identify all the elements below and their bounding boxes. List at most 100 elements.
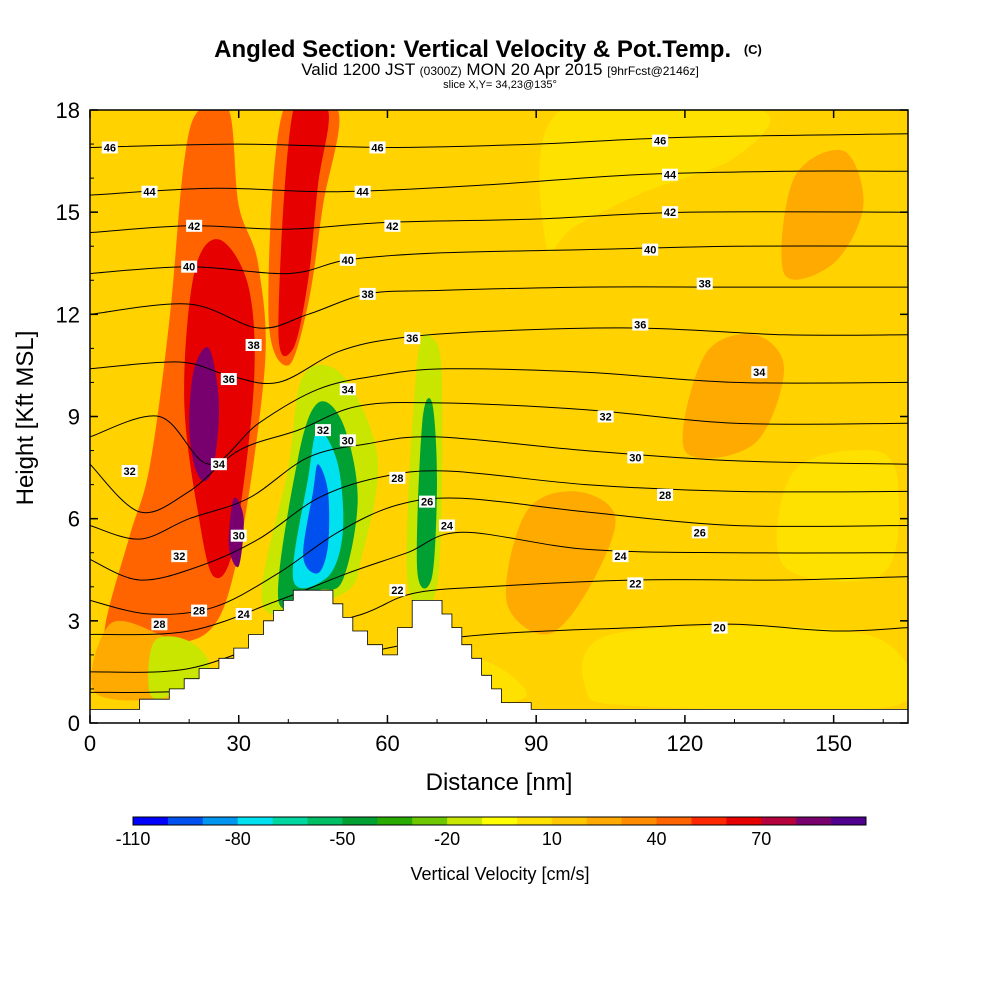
contour-label: 42 (384, 219, 401, 233)
theta-contour-line (90, 245, 908, 275)
contour-label-box (141, 185, 158, 198)
contour-label-box (101, 141, 118, 154)
contour-label: 20 (711, 621, 728, 635)
colorbar-swatch (272, 817, 309, 825)
subtitle-fcst: [9hrFcst@2146z] (607, 64, 699, 78)
contour-label-box (210, 458, 227, 471)
slice-label: slice X,Y= 34,23@135° (443, 79, 557, 91)
subtitle-date: MON 20 Apr 2015 (466, 60, 602, 79)
colorbar-swatch (307, 817, 343, 825)
theta-contour-line (90, 286, 908, 329)
theta-contour-line (90, 327, 908, 385)
colorbar-swatch (831, 817, 867, 825)
chart-subtitle: Valid 1200 JST (0300Z) MON 20 Apr 2015 [… (301, 60, 699, 79)
plot-area: 46 46 46 44 44 44 42 42 42 40 40 40 38 38 38 36 36 36 34 34… (90, 110, 908, 723)
contour-label-text: 46 (371, 142, 383, 154)
theta-contour-line (90, 470, 908, 581)
chart-title: Angled Section: Vertical Velocity & Pot.… (214, 36, 762, 63)
contour-label: 38 (359, 287, 376, 301)
contour-label-text: 44 (357, 187, 370, 199)
vertical-velocity-shading (91, 110, 908, 711)
contour-label-text: 42 (664, 207, 676, 219)
contour-label-text: 46 (654, 136, 666, 148)
colorbar-frame (132, 816, 867, 826)
contour-label-text: 38 (361, 289, 373, 301)
contour-label: 40 (181, 260, 198, 274)
contour-label: 32 (121, 464, 138, 478)
contour-label: 30 (627, 451, 644, 464)
contour-label-text: 28 (153, 619, 165, 631)
contour-label-text: 22 (391, 585, 403, 597)
theta-contour-line (90, 368, 908, 465)
velocity-region (416, 397, 437, 589)
contour-label-text: 30 (342, 435, 354, 447)
contour-label-box (627, 577, 644, 590)
colorbar-swatch (133, 817, 169, 825)
contour-label: 22 (627, 577, 644, 590)
contour-label-text: 42 (386, 221, 398, 233)
contour-label-text: 34 (753, 367, 766, 379)
contour-label-text: 26 (694, 527, 706, 539)
contour-label-box (339, 434, 356, 447)
contour-label: 28 (657, 488, 674, 502)
contour-label: 34 (210, 458, 227, 471)
contour-label-box (171, 550, 188, 563)
contour-label-box (315, 424, 332, 437)
contour-label: 44 (141, 185, 158, 199)
colorbar-swatch (377, 817, 413, 825)
contour-label-text: 24 (238, 609, 251, 621)
contour-label-text: 32 (599, 412, 611, 424)
colorbar-swatch (691, 817, 727, 825)
colorbar-swatch (342, 817, 378, 825)
x-tick-label: 90 (524, 731, 548, 756)
contour-label-text: 36 (634, 320, 646, 332)
colorbar-swatch (237, 817, 274, 825)
contour-label: 42 (662, 206, 679, 219)
colorbar-swatch (516, 817, 553, 825)
contour-label-box (612, 550, 629, 563)
colorbar-tick-label: -20 (434, 829, 460, 849)
contour-label-text: 22 (629, 578, 641, 590)
theta-contour-line (90, 170, 908, 196)
contour-label: 36 (404, 332, 421, 345)
contour-label: 36 (632, 318, 649, 332)
x-tick-label: 60 (375, 731, 399, 756)
velocity-region (539, 110, 771, 253)
contour-label-box (339, 383, 356, 396)
contour-label-box (230, 529, 247, 542)
contour-label-box (438, 519, 455, 532)
contour-labels: 46 46 46 44 44 44 42 42 42 40 40 40 38 38 38 36 36 36 34 34… (101, 134, 768, 635)
x-tick-label: 30 (226, 731, 250, 756)
contour-label-box (751, 366, 768, 379)
contour-label-text: 46 (104, 142, 116, 154)
colorbar-swatch (761, 817, 797, 825)
subtitle-valid: Valid 1200 JST (301, 60, 415, 79)
contour-label: 26 (691, 526, 708, 539)
contour-label-box (235, 608, 252, 621)
contour-label-text: 24 (441, 520, 454, 532)
y-tick-label: 9 (68, 405, 80, 430)
subtitle-utc: (0300Z) (420, 64, 462, 78)
contour-label-text: 30 (233, 531, 245, 543)
contour-label: 34 (339, 383, 356, 396)
theta-contour-line (90, 401, 908, 514)
chart-title-unit: (C) (744, 42, 762, 57)
contour-label-box (389, 584, 406, 597)
contour-label: 46 (101, 141, 118, 154)
colorbar-swatch (586, 817, 623, 825)
colorbar-swatch (412, 817, 448, 825)
contour-label-box (652, 134, 669, 147)
contour-label: 40 (339, 253, 356, 267)
velocity-region (781, 149, 864, 280)
y-tick-label: 0 (68, 711, 80, 736)
contour-label-text: 44 (143, 187, 156, 199)
velocity-region (278, 110, 329, 357)
contour-label: 40 (642, 243, 659, 257)
contour-label: 32 (597, 410, 614, 424)
x-axis-label: Distance [nm] (426, 769, 573, 796)
contour-label-text: 40 (183, 262, 195, 274)
colorbar-swatch (167, 817, 204, 825)
contour-label: 30 (339, 434, 356, 447)
